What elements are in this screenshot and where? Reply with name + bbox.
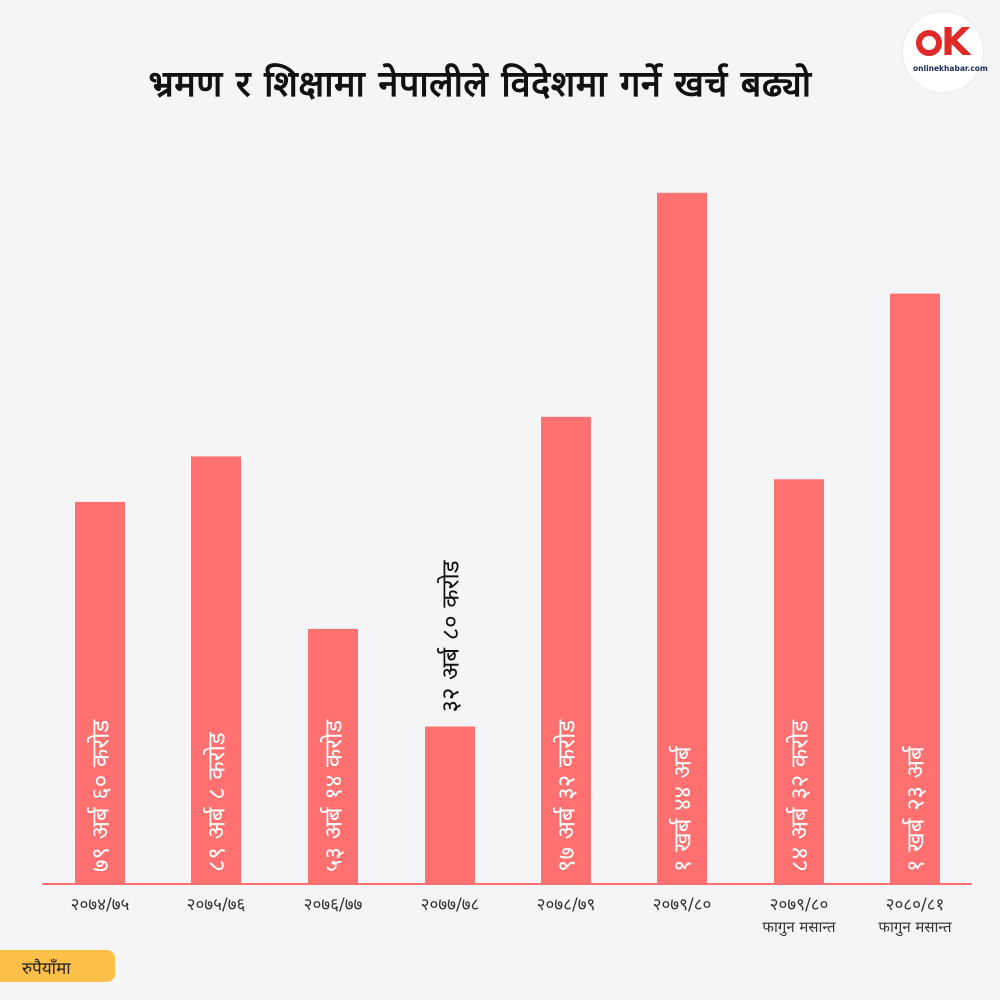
unit-badge: रुपैयाँमा — [0, 950, 115, 982]
data-label: ७९ अर्ब ६० करोड — [86, 719, 114, 872]
x-tick-sublabel: फागुन मसान्त — [878, 918, 952, 937]
x-tick-label: २०७९/८० — [653, 895, 712, 915]
onlinekhabar-logo: K onlinekhabar.com — [903, 12, 988, 92]
x-tick-label: २०७४/७५ — [71, 895, 130, 915]
data-label: ८४ अर्ब ३२ करोड — [785, 719, 813, 872]
logo-o-icon — [916, 30, 942, 56]
bar-2 — [191, 456, 241, 884]
bar-3 — [308, 628, 358, 884]
data-label: ९७ अर्ब ३२ करोड — [552, 719, 580, 872]
bar-5 — [541, 416, 591, 884]
x-tick-label: २०८०/८१ — [886, 895, 945, 915]
unit-label: रुपैयाँमा — [22, 959, 71, 979]
bar-7 — [774, 479, 824, 884]
data-label: ५३ अर्ब १४ करोड — [319, 719, 347, 872]
x-axis-ticks: २०७४/७५ २०७५/७६ २०७६/७७ २०७७/७८ २०७८/७९ २०७९/… — [71, 895, 952, 937]
bar-8 — [890, 293, 940, 885]
bar-1 — [75, 501, 125, 884]
data-labels: ७९ अर्ब ६० करोड ८९ अर्ब ८ करोड ५३ अर्ब १४ … — [86, 559, 929, 872]
chart-title: भ्रमण र शिक्षामा नेपालीले विदेशमा गर्ने … — [148, 64, 812, 105]
x-tick-label: २०७६/७७ — [304, 895, 363, 915]
data-label: ३२ अर्ब ८० करोड — [436, 559, 464, 712]
bars-group — [75, 192, 940, 885]
bar-6 — [657, 192, 707, 885]
x-tick-label: २०७५/७६ — [187, 895, 246, 915]
data-label: ८९ अर्ब ८ करोड — [202, 731, 230, 872]
x-tick-label: २०७९/८० — [770, 895, 829, 915]
bar-4 — [425, 726, 475, 884]
logo-brand-text: onlinekhabar.com — [913, 64, 988, 73]
x-tick-label: २०७७/७८ — [421, 895, 480, 915]
logo-k-icon: K — [941, 20, 971, 64]
data-label: १ खर्ब २३ अर्ब — [901, 745, 929, 872]
x-tick-sublabel: फागुन मसान्त — [762, 918, 836, 937]
data-label: १ खर्ब ४४ अर्ब — [668, 745, 696, 872]
x-tick-label: २०७८/७९ — [537, 895, 596, 915]
